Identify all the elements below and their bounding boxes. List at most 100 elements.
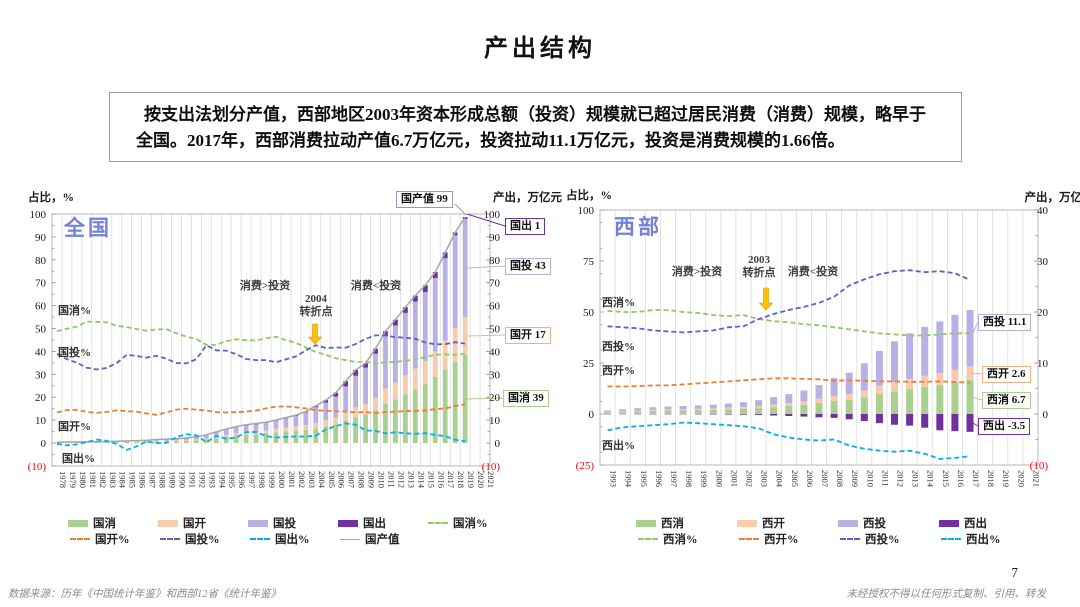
year-label: 2005 <box>327 471 337 488</box>
legend-item: 西投% <box>840 531 941 547</box>
year-label: 2004 <box>775 470 785 488</box>
axis-tick-label: 60 <box>35 301 47 313</box>
year-label: 1999 <box>267 471 277 488</box>
axis-tick-label: 80 <box>489 255 501 267</box>
year-label: 1997 <box>669 470 679 487</box>
legend-line-swatch-icon <box>70 538 90 540</box>
year-label: 2013 <box>911 470 921 487</box>
legend-line-swatch-icon <box>428 522 448 524</box>
legend-item: 国投% <box>160 531 250 547</box>
legend-label: 国投 <box>273 518 296 530</box>
year-label: 1981 <box>88 471 98 488</box>
left-axis-title: 占比，% <box>566 190 612 202</box>
legend-label: 国开 <box>183 518 206 530</box>
value-callout: 国消 39 <box>503 390 549 407</box>
axis-tick-label: 100 <box>30 209 47 221</box>
year-label: 2002 <box>744 470 754 487</box>
legend-item: 国出 <box>338 515 428 531</box>
right-axis-title: 产出，万亿 <box>1024 192 1080 204</box>
legend-label: 西开% <box>764 534 799 546</box>
year-label: 2014 <box>926 470 936 488</box>
year-label: 2016 <box>436 471 446 488</box>
year-label: 2008 <box>835 470 845 487</box>
year-label: 2015 <box>941 470 951 487</box>
axis-tick-label: 75 <box>583 256 595 268</box>
legend-item: 西出% <box>941 531 1042 547</box>
year-label: 2004 <box>317 471 327 489</box>
year-label: 2013 <box>406 471 416 488</box>
value-callout: 西开 2.6 <box>982 366 1031 383</box>
axis-tick-label: 100 <box>484 209 501 221</box>
legend-label: 国投% <box>185 534 220 546</box>
axis-tick-label: (10) <box>1030 460 1049 472</box>
total-output-line <box>56 216 466 443</box>
year-label: 1978 <box>58 471 68 488</box>
summary-text: 按支出法划分产值，西部地区2003年资本形成总额（投资）规模就已超过居民消费（消… <box>136 105 926 151</box>
axis-ticks <box>52 213 490 467</box>
legend-line-swatch-icon <box>840 538 860 540</box>
series-line-label: 国出% <box>62 453 95 465</box>
legend-label: 国消% <box>453 518 488 530</box>
turning-point-arrow-icon <box>758 287 774 311</box>
legend-row: 西消 西开 西投 西出 <box>636 515 1042 531</box>
legend-line-swatch-icon <box>941 538 961 540</box>
legend-line-swatch-icon <box>739 538 759 540</box>
year-label: 1989 <box>167 471 177 488</box>
year-label: 1985 <box>128 471 138 488</box>
year-label: 2018 <box>456 471 466 488</box>
chart-national: 100 90 80 70 60 50 40 30 20 10 0 (10) 100 90 80 70 60 50 4… <box>18 186 563 564</box>
summary-box: 按支出法划分产值，西部地区2003年资本形成总额（投资）规模就已超过居民消费（消… <box>109 92 962 162</box>
share-line-0 <box>607 309 971 337</box>
axis-tick-label: 70 <box>35 278 47 290</box>
year-label: 2003 <box>760 470 770 487</box>
year-label: 2005 <box>790 470 800 487</box>
axis-tick-label: 50 <box>583 307 595 319</box>
axis-tick-label: 40 <box>489 346 501 358</box>
year-label: 2009 <box>367 471 377 488</box>
year-label: 2010 <box>865 470 875 487</box>
year-label: 2016 <box>956 470 966 487</box>
left-axis-title: 占比，% <box>28 192 74 204</box>
legend-item: 国出% <box>250 531 340 547</box>
year-label: 1994 <box>217 471 227 489</box>
year-label: 2017 <box>971 470 981 487</box>
value-callout: 国产值 99 <box>396 191 453 208</box>
series-line-label: 西投% <box>602 341 635 353</box>
share-line-3 <box>607 421 971 460</box>
legend-item: 国投 <box>248 515 338 531</box>
legend-line-swatch-icon <box>250 538 270 540</box>
series-line-label: 西消% <box>602 297 635 309</box>
legend-item: 国开% <box>70 531 160 547</box>
axis-tick-label: 10 <box>489 415 501 427</box>
axis-tick-label: 30 <box>489 369 501 381</box>
value-callout: 西投 11.1 <box>978 314 1032 331</box>
legend-item: 国消 <box>68 515 158 531</box>
value-callout: 西出 -3.5 <box>978 418 1031 435</box>
legend-label: 西消 <box>661 518 684 530</box>
axis-tick-label: 0 <box>495 438 501 450</box>
legend-bar-swatch-icon <box>636 519 656 527</box>
year-label: 1995 <box>227 471 237 488</box>
axis-tick-label: 80 <box>35 255 47 267</box>
legend-label: 国出% <box>275 534 310 546</box>
year-label: 2019 <box>466 471 476 488</box>
year-label: 2011 <box>880 470 890 487</box>
year-label: 1994 <box>624 470 634 488</box>
legend-item: 西投 <box>838 515 939 531</box>
legend-label: 西出% <box>966 534 1001 546</box>
year-label: 1987 <box>148 471 158 488</box>
year-label: 2007 <box>347 471 357 488</box>
legend-line-swatch-icon <box>160 538 180 540</box>
page-number: 7 <box>1011 565 1018 580</box>
share-line-1 <box>607 377 971 388</box>
legend-item: 西出 <box>939 515 1040 531</box>
axis-tick-label: 30 <box>35 369 47 381</box>
chart-western: 100 75 50 25 0 (25) 40 30 20 10 0 (10) 1993 1994 1995 1… <box>558 186 1080 564</box>
year-label: 1997 <box>247 471 257 488</box>
axis-tick-label: 90 <box>489 232 501 244</box>
legend-item: 西消% <box>638 531 739 547</box>
year-label: 2021 <box>1031 470 1041 487</box>
year-label: 1990 <box>177 471 187 488</box>
axis-tick-label: 40 <box>35 346 47 358</box>
year-label: 1993 <box>207 471 217 488</box>
